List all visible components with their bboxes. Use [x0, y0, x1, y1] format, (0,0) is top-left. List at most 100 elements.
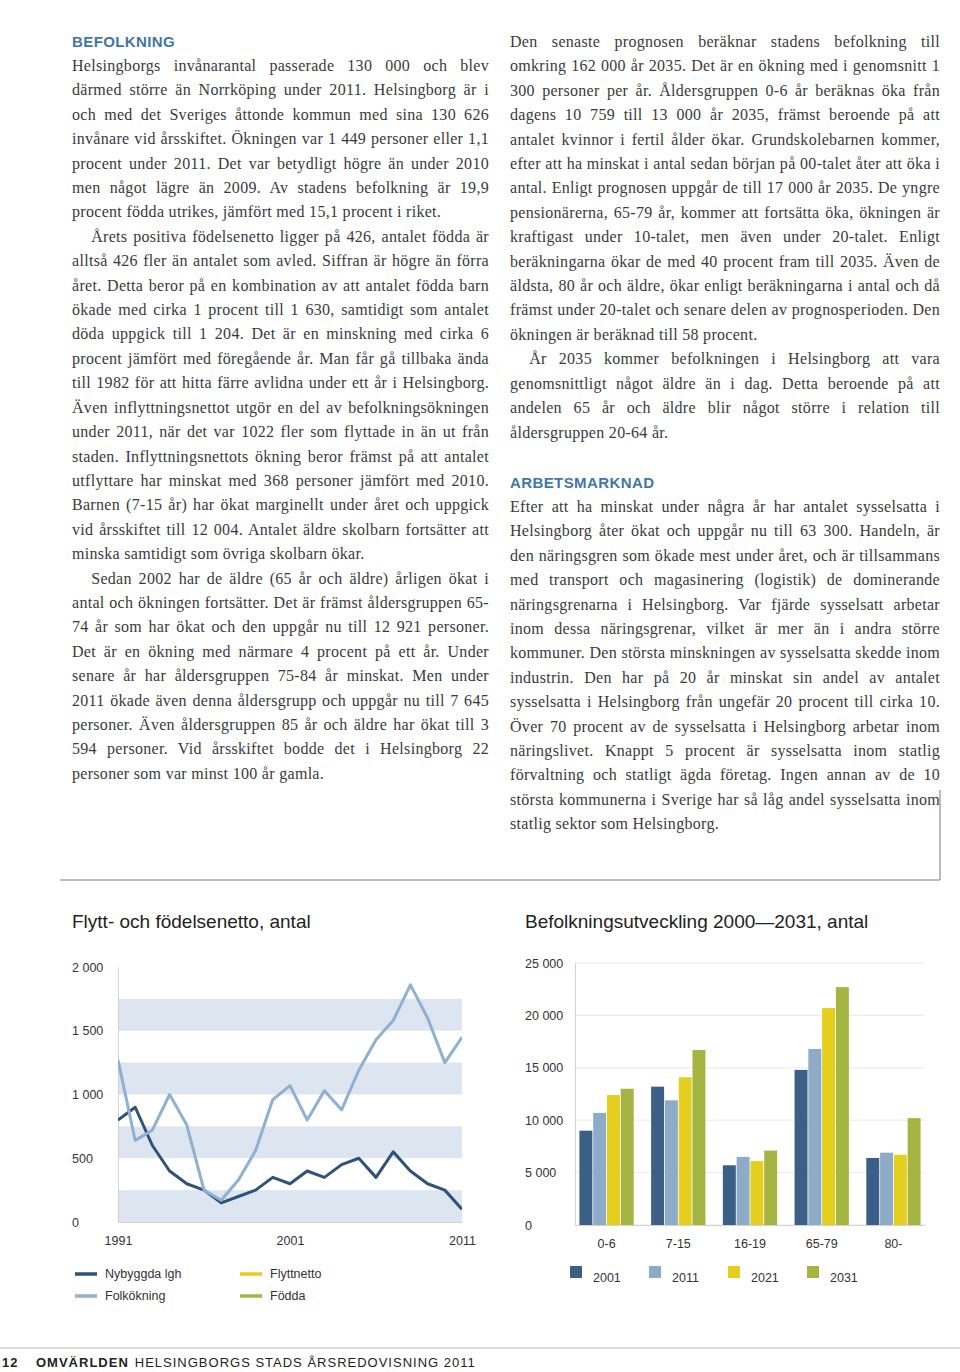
x-tick: 7-15 — [666, 1225, 691, 1251]
x-axis: 0-6 7-15 16-19 65-79 80- — [576, 1225, 926, 1251]
y-axis: 0 500 1 000 1 500 2 000 — [72, 961, 119, 1230]
x-tick: 65-79 — [806, 1225, 838, 1251]
bar — [764, 1151, 777, 1225]
page-number: 12 — [2, 1355, 18, 1370]
bar — [822, 1008, 835, 1225]
legend-swatch — [75, 1294, 97, 1298]
grid-band — [118, 1126, 462, 1158]
axis-line — [576, 1225, 926, 1226]
x-tick-label: 2011 — [449, 1234, 476, 1248]
y-tick-label: 1 000 — [72, 1088, 103, 1102]
legend-label: 2021 — [751, 1271, 779, 1285]
bar — [795, 1070, 808, 1225]
plot-area — [579, 987, 920, 1225]
grid-band — [118, 1063, 462, 1095]
paragraph: Den senaste prognosen beräknar stadens b… — [510, 30, 940, 347]
y-tick-label: 500 — [72, 1152, 93, 1166]
bar — [579, 1131, 592, 1225]
y-tick-label: 25 000 — [525, 957, 563, 971]
y-tick-label: 2 000 — [72, 961, 103, 975]
rule — [60, 880, 940, 881]
x-tick-label: 2001 — [277, 1234, 305, 1248]
paragraph: Efter att ha minskat under några år har … — [510, 495, 940, 837]
x-tick: 1991 — [105, 1222, 133, 1248]
legend-swatch — [649, 1266, 661, 1278]
y-tick-label: 0 — [72, 1216, 79, 1230]
bar — [808, 1049, 821, 1225]
grid — [118, 999, 462, 1222]
bar — [880, 1153, 893, 1225]
paragraph: År 2035 kommer befolkningen i Helsingbor… — [510, 347, 940, 445]
x-tick: 80- — [884, 1225, 902, 1251]
y-tick: 1 000 — [72, 1088, 118, 1102]
y-tick-label: 20 000 — [525, 1009, 563, 1023]
x-tick-label: 80- — [884, 1237, 902, 1251]
series-line — [118, 1107, 462, 1209]
y-tick: 25 000 — [525, 957, 575, 971]
y-tick: 0 — [525, 1219, 575, 1233]
x-axis: 1991 2001 2011 — [105, 1222, 476, 1248]
axis-line — [119, 1222, 463, 1223]
legend-label: 2001 — [593, 1271, 621, 1285]
y-tick-label: 10 000 — [525, 1114, 563, 1128]
rule — [940, 790, 941, 880]
legend-label: Nybyggda lgh — [105, 1267, 181, 1281]
text-column: BEFOLKNINGHelsingborgs invånarantal pass… — [72, 30, 489, 786]
y-tick: 0 — [72, 1216, 118, 1230]
y-tick: 20 000 — [525, 1009, 575, 1023]
legend-swatch — [570, 1266, 582, 1278]
y-tick: 1 500 — [72, 1024, 118, 1038]
paragraph: Årets positiva födelsenetto ligger på 42… — [72, 225, 489, 567]
paragraph: Helsingborgs invånarantal passerade 130 … — [72, 54, 489, 225]
y-tick-label: 1 500 — [72, 1024, 103, 1038]
y-tick-label: 15 000 — [525, 1061, 563, 1075]
bar — [665, 1100, 678, 1225]
grid — [575, 963, 925, 1225]
bar — [866, 1158, 879, 1225]
footer-section: OMVÄRLDEN — [36, 1355, 129, 1370]
bar — [621, 1089, 634, 1225]
bar — [836, 987, 849, 1225]
axis-line — [118, 968, 119, 1223]
bar — [607, 1095, 620, 1225]
y-axis: 0 5 000 10 000 15 000 20 000 25 000 — [525, 957, 576, 1233]
text-column: Den senaste prognosen beräknar stadens b… — [510, 30, 940, 837]
bar — [737, 1157, 750, 1225]
y-tick: 500 — [72, 1152, 118, 1166]
legend-label: Folkökning — [105, 1289, 165, 1303]
x-tick-label: 7-15 — [666, 1237, 691, 1251]
x-tick-label: 1991 — [105, 1234, 133, 1248]
footer-title: HELSINGBORGS STADS ÅRSREDOVISNING 2011 — [135, 1355, 476, 1370]
line-chart: Flytt- och födelsenetto, antal05001 0001… — [72, 911, 476, 1303]
x-tick-label: 65-79 — [806, 1237, 838, 1251]
page: BEFOLKNINGHelsingborgs invånarantal pass… — [0, 0, 960, 1372]
legend-label: Flyttnetto — [270, 1267, 321, 1281]
paragraph: Sedan 2002 har de äldre (65 år och äldre… — [72, 567, 489, 787]
section-heading: BEFOLKNING — [72, 30, 489, 54]
x-tick-label: 0-6 — [598, 1237, 616, 1251]
y-tick: 2 000 — [72, 961, 118, 975]
grid-line — [575, 1067, 925, 1068]
legend-label: Födda — [270, 1289, 305, 1303]
chart-title: Befolkningsutveckling 2000—2031, antal — [525, 911, 868, 932]
bar — [750, 1161, 763, 1225]
bar — [692, 1050, 705, 1225]
grid-line — [575, 1015, 925, 1016]
y-tick-label: 0 — [525, 1219, 532, 1233]
footer-rule — [0, 1348, 960, 1349]
x-tick: 2001 — [277, 1222, 305, 1248]
legend-swatch — [240, 1294, 262, 1298]
series-line — [118, 985, 462, 1200]
legend-swatch — [728, 1266, 740, 1278]
bar-chart: Befolkningsutveckling 2000—2031, antal 0 5… — [525, 911, 926, 1285]
bar — [908, 1118, 921, 1225]
grid-band — [118, 1190, 462, 1222]
section-heading: ARBETSMARKNAD — [510, 471, 940, 495]
bar — [679, 1077, 692, 1225]
y-tick-label: 5 000 — [525, 1166, 556, 1180]
y-tick: 15 000 — [525, 1061, 575, 1075]
x-tick-label: 16-19 — [734, 1237, 766, 1251]
legend-label: 2011 — [672, 1271, 699, 1285]
axis-line — [575, 964, 576, 1226]
legend: Nybyggda lgh Folkökning Flyttnetto Födda — [75, 1267, 321, 1303]
